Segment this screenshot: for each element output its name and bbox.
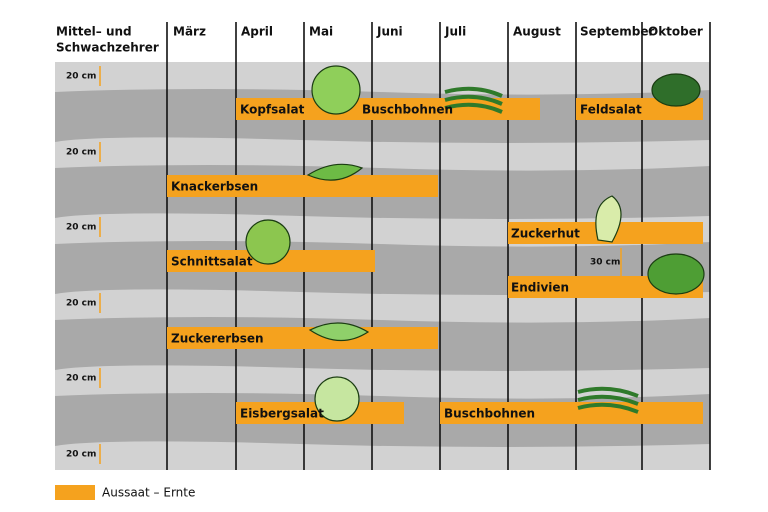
- month: August: [513, 25, 561, 39]
- bar-label: Zuckererbsen: [171, 332, 264, 346]
- bar-label: Kopfsalat: [240, 103, 305, 117]
- spacing-label: 30 cm: [590, 258, 620, 268]
- month: Oktober: [648, 25, 703, 39]
- month: Mai: [309, 25, 333, 39]
- row-label: Schwachzehrer: [56, 41, 159, 55]
- bar-label: Buschbohnen: [444, 407, 535, 421]
- spacing-markers: 20 cm 20 cm 20 cm 20 cm 20 cm 20 cm 30 c…: [66, 66, 622, 464]
- row-label: Mittel– und: [56, 25, 132, 39]
- spacing-label: 20 cm: [66, 299, 96, 309]
- bar-label: Eisbergsalat: [240, 407, 324, 421]
- spacing-label: 20 cm: [66, 223, 96, 233]
- bar-label: Knackerbsen: [171, 180, 258, 194]
- month: September: [580, 25, 654, 39]
- spacing-label: 20 cm: [66, 148, 96, 158]
- bar-label: Schnittsalat: [171, 255, 253, 269]
- spacing-label: 20 cm: [66, 374, 96, 384]
- column-lines: [166, 22, 711, 470]
- month: April: [241, 25, 273, 39]
- month: Juni: [376, 25, 403, 39]
- legend-swatch: [55, 485, 95, 500]
- spacing-label: 20 cm: [66, 450, 96, 460]
- month: März: [173, 25, 206, 39]
- bar-label: Buschbohnen: [362, 103, 453, 117]
- month: Juli: [444, 25, 466, 39]
- legend-label: Aussaat – Ernte: [102, 486, 195, 500]
- spacing-label: 20 cm: [66, 72, 96, 82]
- bar-label: Endivien: [511, 281, 569, 295]
- vegetable-illustrations: [245, 65, 705, 422]
- bar-label: Feldsalat: [580, 103, 642, 117]
- bar-label: Zuckerhut: [511, 227, 580, 241]
